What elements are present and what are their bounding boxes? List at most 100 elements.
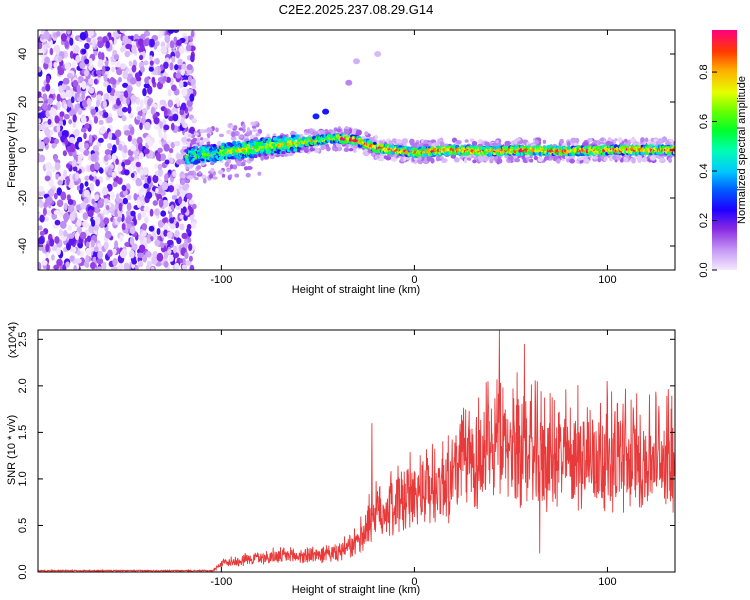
spectrogram-noise-point (69, 143, 76, 153)
spectrogram-noise-point (108, 131, 113, 141)
spectrogram-noise-point (151, 76, 156, 84)
spectrogram-halo-point (246, 166, 253, 170)
spectrogram-noise-point (38, 106, 42, 112)
spectrogram-noise-point (169, 217, 175, 224)
spectrogram-noise-point (41, 86, 46, 92)
spectrogram-halo-point (464, 139, 469, 143)
spectrogram-halo-point (226, 168, 231, 173)
spectrogram-noise-point (63, 169, 67, 178)
spectrogram-noise-point (160, 242, 165, 249)
spectrogram-noise-point (176, 39, 182, 46)
spectrogram-noise-point (118, 77, 122, 83)
spectrogram-noise-point (63, 103, 68, 110)
spectrogram-noise-point (43, 30, 50, 40)
spectrogram-noise-point (60, 91, 67, 99)
spectrogram-noise-point (102, 261, 107, 270)
spectrogram-noise-point (45, 162, 52, 171)
spectrogram-halo-point (478, 157, 484, 162)
spectrogram-noise-point (175, 204, 181, 211)
spectrogram-noise-point (171, 195, 178, 200)
spectrogram-noise-point (112, 144, 117, 154)
spectrogram-ridge-point (213, 146, 218, 150)
spectrogram-noise-point (80, 202, 87, 210)
spectrogram-noise-point (168, 148, 174, 154)
spectrogram-ridge-point (492, 152, 497, 156)
spectrogram-noise-point (103, 208, 108, 215)
spectrogram-noise-point (73, 129, 80, 137)
spectrogram-noise-point (103, 241, 109, 250)
spectrogram-noise-point (149, 60, 154, 66)
spectrogram-noise-point (103, 154, 109, 162)
spectrogram-noise-point (68, 237, 75, 246)
spectrogram-noise-point (154, 66, 158, 75)
spectrogram-noise-point (76, 136, 83, 143)
spectrogram-noise-point (39, 214, 45, 223)
spectrogram-noise-point (68, 136, 76, 144)
spectrogram-noise-point (156, 228, 161, 235)
spectrogram-noise-point (87, 30, 95, 37)
spectrogram-halo-point (181, 174, 186, 179)
spectrogram-noise-point (88, 78, 94, 85)
spectrogram-noise-point (183, 240, 189, 249)
spectrogram-noise-point (121, 223, 126, 231)
spectrogram-noise-point (133, 218, 137, 226)
spectrogram-noise-point (52, 108, 57, 117)
spectrogram-noise-point (44, 56, 50, 65)
spectrogram-noise-point (45, 75, 51, 84)
spectrogram-ridge-point (280, 138, 285, 142)
spectrogram-noise-point (62, 150, 67, 157)
spectrogram-noise-point (119, 250, 127, 259)
spectrogram-noise-point (139, 122, 143, 130)
spectrogram-noise-point (125, 210, 131, 216)
spectrogram-halo-point (246, 130, 252, 136)
spectrogram-ridge-point (279, 135, 284, 139)
spectrogram-halo-point (203, 137, 210, 142)
spectrogram-noise-point (157, 220, 164, 228)
spectrogram-halo-point (645, 137, 649, 143)
spectrogram-noise-point (173, 36, 178, 43)
spectrogram-noise-point (127, 135, 132, 142)
spectrogram-noise-point (131, 64, 137, 73)
spectrogram-noise-point (148, 66, 154, 72)
spectrogram-noise-point (175, 97, 180, 104)
spectrogram-halo-point (630, 137, 635, 144)
spectrogram-halo-point (319, 129, 324, 135)
spectrogram-noise-point (178, 196, 183, 205)
spectrogram-halo-point (234, 173, 240, 178)
spectrogram-noise-point (129, 77, 137, 85)
spectrogram-noise-point (134, 264, 139, 270)
spectrogram-noise-point (65, 261, 70, 268)
spectrogram-noise-point (148, 38, 155, 48)
spectrogram-noise-point (147, 175, 152, 184)
spectrogram-noise-point (42, 207, 47, 216)
spectrogram-halo-point (355, 129, 362, 136)
spectrogram-noise-point (38, 42, 43, 50)
spectrogram-noise-point (123, 169, 130, 176)
spectrogram-noise-point (82, 212, 89, 221)
spectrogram-halo-point (617, 137, 623, 143)
spectrogram-noise-point (69, 212, 76, 222)
spectrogram-noise-point (133, 193, 138, 201)
spectrogram-ridge-point (488, 152, 492, 157)
spectrogram-noise-point (67, 98, 72, 108)
spectrogram-noise-point (169, 40, 175, 49)
spectrogram-halo-point (305, 130, 311, 134)
spectrogram-noise-point (160, 46, 168, 55)
spectrogram-halo-point (209, 173, 214, 179)
spectrogram-noise-point (184, 251, 189, 260)
spectrogram-ridge-point (281, 151, 286, 155)
spectrogram-noise-point (137, 260, 144, 268)
spectrogram-noise-point (172, 170, 177, 177)
spectrogram-ridge-point (232, 140, 237, 145)
spectrogram-noise-point (157, 163, 163, 171)
spectrogram-halo-point (514, 157, 520, 163)
spectrogram-noise-point (122, 197, 128, 205)
spectrogram-halo-point (471, 140, 478, 147)
spectrogram-noise-point (125, 38, 132, 45)
spectrogram-noise-point (38, 262, 42, 270)
spectrogram-noise-point (45, 264, 51, 270)
spectrogram-noise-point (60, 33, 67, 42)
spectrogram-noise-point (126, 202, 132, 211)
